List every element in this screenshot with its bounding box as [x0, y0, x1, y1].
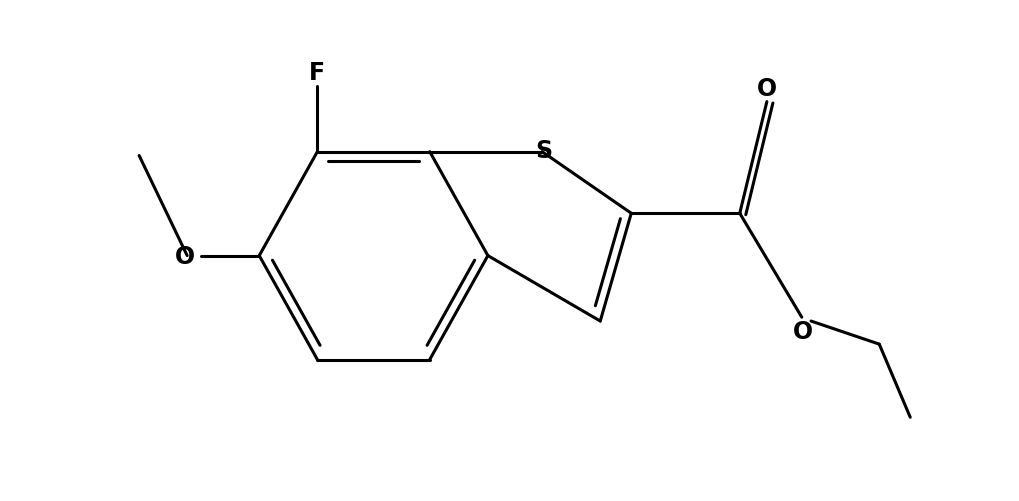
Text: O: O: [174, 244, 195, 268]
Text: F: F: [309, 61, 325, 85]
Text: S: S: [535, 139, 551, 163]
Text: O: O: [793, 320, 812, 343]
Text: O: O: [756, 77, 776, 101]
